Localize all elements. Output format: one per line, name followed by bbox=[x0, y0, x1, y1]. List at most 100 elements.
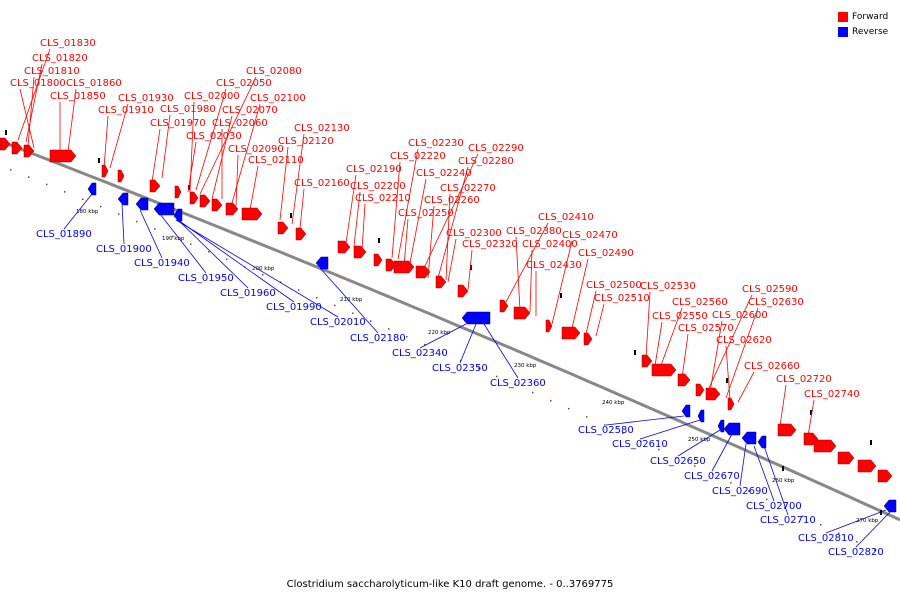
scale-dot bbox=[316, 297, 318, 299]
forward-leader bbox=[709, 320, 723, 393]
reverse-leader bbox=[739, 443, 747, 487]
forward-gene bbox=[435, 275, 447, 289]
reverse-gene-label: CLS_02670 bbox=[684, 471, 740, 482]
scale-dot bbox=[496, 375, 498, 378]
forward-gene bbox=[651, 363, 677, 377]
forward-gene-label: CLS_02090 bbox=[228, 144, 284, 155]
forward-gene-label: CLS_02490 bbox=[578, 248, 634, 259]
forward-leader bbox=[235, 154, 239, 207]
tick-mark bbox=[290, 213, 292, 218]
forward-leader bbox=[423, 153, 479, 269]
scale-dot bbox=[388, 328, 390, 330]
reverse-leader bbox=[711, 433, 733, 472]
tick-mark bbox=[560, 293, 562, 298]
forward-leader bbox=[595, 303, 605, 337]
forward-leader bbox=[653, 321, 663, 373]
forward-gene-label: CLS_02050 bbox=[216, 78, 272, 89]
forward-leader bbox=[779, 384, 787, 427]
scale-dot bbox=[172, 235, 174, 238]
reverse-gene-label: CLS_01960 bbox=[220, 288, 276, 299]
forward-leader bbox=[737, 371, 755, 403]
reverse-leader bbox=[121, 203, 125, 245]
scale-dot bbox=[550, 399, 552, 402]
legend: Forward Reverse bbox=[838, 9, 888, 39]
forward-gene-label: CLS_01930 bbox=[118, 93, 174, 104]
forward-gene-label: CLS_02210 bbox=[355, 193, 411, 204]
scale-dot bbox=[676, 457, 678, 459]
forward-leader bbox=[17, 48, 51, 141]
reverse-gene-label: CLS_02610 bbox=[612, 439, 668, 450]
forward-leader bbox=[529, 249, 533, 313]
forward-leader bbox=[249, 165, 259, 211]
forward-gene bbox=[415, 265, 431, 279]
forward-leader bbox=[19, 88, 35, 149]
forward-gene-label: CLS_02000 bbox=[184, 91, 240, 102]
scale-dot bbox=[370, 320, 372, 322]
scale-dot bbox=[46, 183, 48, 186]
forward-gene-label: CLS_02560 bbox=[672, 297, 728, 308]
tick-label: 210 kbp bbox=[340, 297, 363, 303]
reverse-leader bbox=[419, 323, 467, 349]
reverse-gene-label: CLS_02580 bbox=[578, 425, 634, 436]
scale-dot bbox=[640, 440, 642, 443]
forward-gene-label: CLS_02230 bbox=[408, 138, 464, 149]
scale-dot bbox=[406, 336, 408, 338]
forward-gene-label: CLS_02270 bbox=[440, 183, 496, 194]
reverse-leader bbox=[855, 511, 891, 548]
forward-gene bbox=[149, 179, 161, 193]
forward-gene-label: CLS_02630 bbox=[748, 297, 804, 308]
forward-gene-label: CLS_02530 bbox=[640, 281, 696, 292]
forward-gene-label: CLS_02500 bbox=[586, 280, 642, 291]
forward-gene bbox=[353, 245, 367, 259]
genome-backbone bbox=[0, 139, 900, 522]
tick-label: 220 kbp bbox=[428, 330, 451, 336]
forward-gene-label: CLS_01820 bbox=[32, 53, 88, 64]
forward-gene bbox=[337, 240, 351, 254]
genome-caption: Clostridium saccharolyticum-like K10 dra… bbox=[286, 579, 614, 590]
tick-label: 230 kbp bbox=[514, 363, 537, 369]
forward-gene bbox=[641, 354, 653, 368]
scale-dot bbox=[856, 541, 858, 543]
reverse-gene-label: CLS_02180 bbox=[350, 333, 406, 344]
forward-gene bbox=[241, 207, 263, 221]
reverse-gene-label: CLS_01900 bbox=[96, 244, 152, 255]
forward-gene-label: CLS_01850 bbox=[50, 91, 106, 102]
reverse-gene-label: CLS_02810 bbox=[798, 533, 854, 544]
forward-gene-label: CLS_02280 bbox=[458, 156, 514, 167]
forward-gene-label: CLS_02620 bbox=[716, 335, 772, 346]
forward-gene bbox=[877, 469, 893, 483]
forward-gene bbox=[189, 191, 199, 205]
reverse-gene-label: CLS_01890 bbox=[36, 229, 92, 240]
reverse-leader bbox=[825, 509, 887, 534]
forward-gene-label: CLS_02240 bbox=[416, 168, 472, 179]
forward-gene-label: CLS_02080 bbox=[246, 66, 302, 77]
reverse-gene bbox=[87, 182, 97, 196]
forward-gene bbox=[457, 284, 469, 298]
forward-leader bbox=[187, 141, 197, 193]
forward-gene bbox=[777, 423, 797, 437]
scale-dot bbox=[478, 367, 480, 370]
scale-dot bbox=[100, 205, 102, 208]
forward-leader bbox=[725, 307, 759, 399]
forward-gene-label: CLS_01980 bbox=[160, 104, 216, 115]
reverse-leader bbox=[159, 213, 207, 274]
reverse-gene bbox=[883, 499, 897, 513]
forward-leader bbox=[403, 218, 409, 267]
reverse-gene-label: CLS_01950 bbox=[178, 273, 234, 284]
scale-dot bbox=[82, 198, 84, 200]
forward-gene bbox=[11, 141, 23, 155]
forward-gene-label: CLS_01970 bbox=[150, 118, 206, 129]
reverse-leader bbox=[175, 219, 339, 318]
forward-gene-label: CLS_02570 bbox=[678, 323, 734, 334]
reverse-gene bbox=[697, 409, 705, 423]
scale-dot bbox=[514, 383, 516, 386]
scale-dot bbox=[568, 407, 570, 410]
forward-gene-label: CLS_01810 bbox=[24, 66, 80, 77]
reverse-gene-label: CLS_02650 bbox=[650, 456, 706, 467]
forward-leader bbox=[27, 76, 35, 147]
forward-leader bbox=[725, 345, 731, 401]
scale-dot bbox=[820, 524, 822, 526]
reverse-gene bbox=[135, 197, 149, 211]
reverse-leader bbox=[173, 215, 249, 289]
forward-leader bbox=[659, 307, 683, 369]
